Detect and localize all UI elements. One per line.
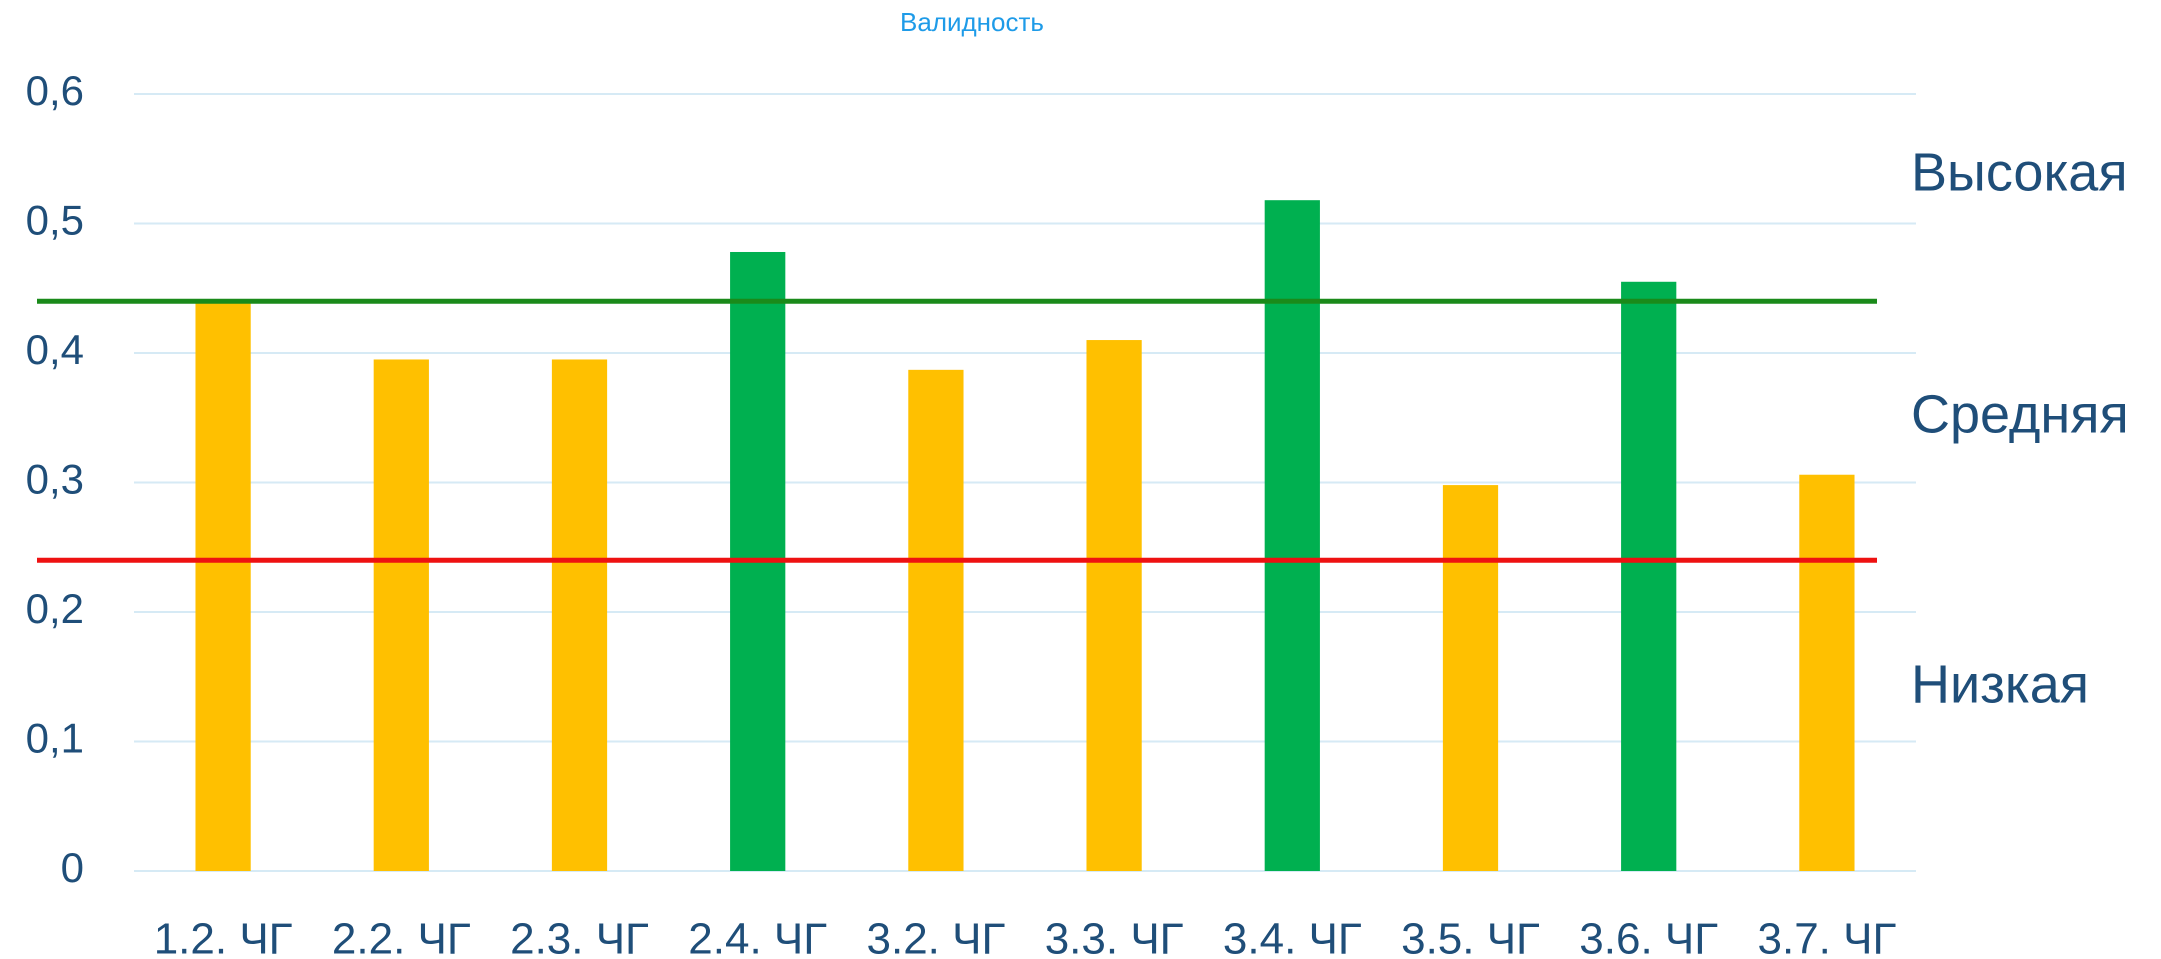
x-tick-label: 3.2. ЧГ — [867, 915, 1006, 959]
y-tick-label: 0,2 — [26, 585, 84, 632]
y-tick-label: 0,3 — [26, 456, 84, 503]
y-tick-label: 0,4 — [26, 326, 84, 373]
bar — [1086, 340, 1142, 871]
x-tick-label: 3.7. ЧГ — [1758, 915, 1897, 959]
x-tick-label: 3.3. ЧГ — [1045, 915, 1184, 959]
bar — [373, 359, 429, 871]
x-tick-label: 3.5. ЧГ — [1401, 915, 1540, 959]
bar — [1799, 474, 1855, 871]
x-tick-label: 3.4. ЧГ — [1223, 915, 1362, 959]
x-tick-label: 3.6. ЧГ — [1579, 915, 1718, 959]
x-tick-label: 2.3. ЧГ — [510, 915, 649, 959]
x-tick-label: 2.2. ЧГ — [332, 915, 471, 959]
bar — [1264, 200, 1320, 871]
bar — [1621, 281, 1677, 871]
bar — [195, 301, 251, 871]
y-tick-label: 0,1 — [26, 715, 84, 762]
chart-title: Валидность — [900, 7, 1044, 37]
x-tick-label: 1.2. ЧГ — [154, 915, 293, 959]
annotation: Низкая — [1911, 654, 2089, 714]
y-tick-label: 0,6 — [26, 67, 84, 114]
bar — [908, 369, 964, 871]
annotation: Высокая — [1911, 142, 2128, 202]
bar — [1442, 485, 1499, 871]
y-tick-label: 0,5 — [26, 197, 84, 244]
x-tick-label: 2.4. ЧГ — [688, 915, 827, 959]
annotation: Средняя — [1911, 384, 2129, 444]
bar — [551, 359, 608, 871]
y-tick-label: 0 — [61, 844, 84, 891]
